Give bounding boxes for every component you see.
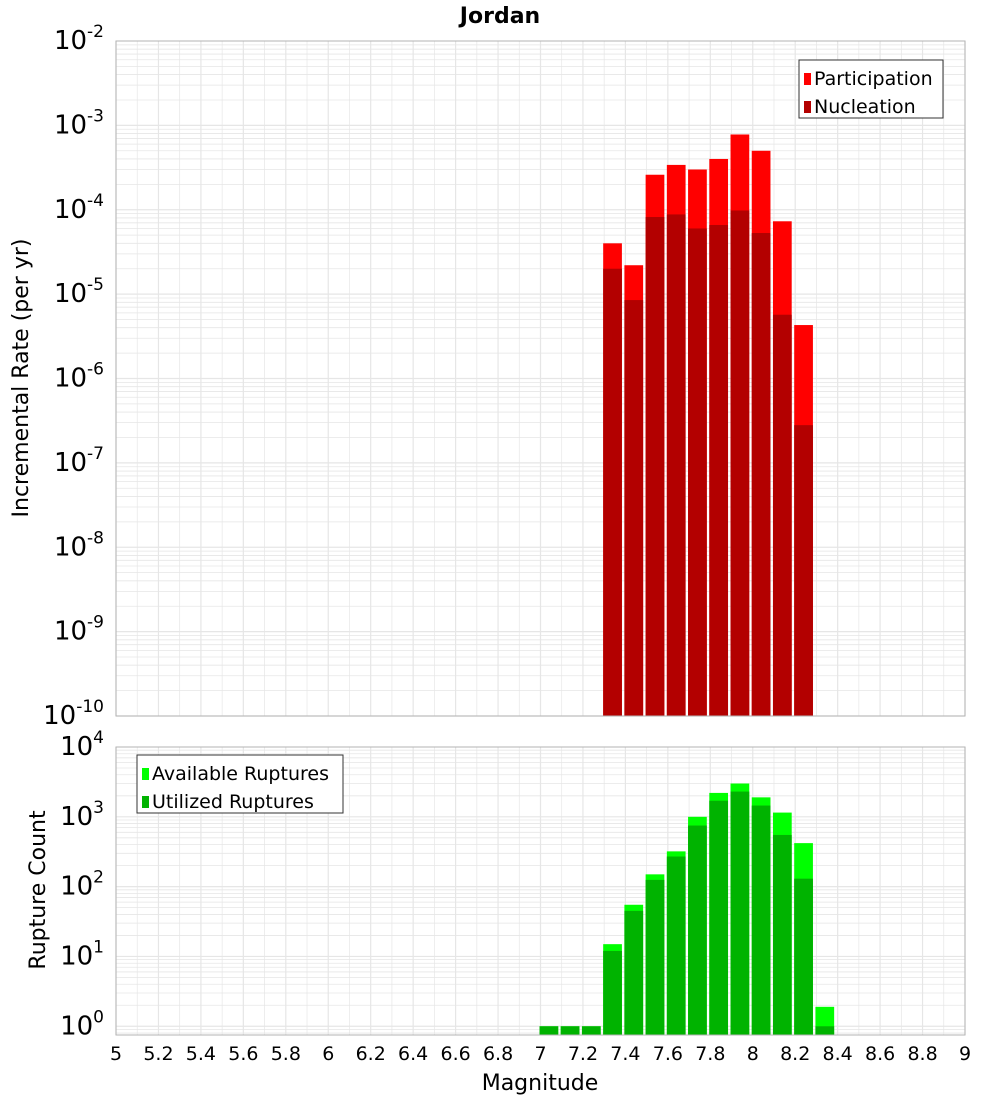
bottom-bar-secondary	[688, 825, 707, 1035]
bottom-legend: Available Ruptures Utilized Ruptures	[136, 754, 344, 814]
x-tick-label: 5	[110, 1043, 122, 1065]
top-bar-secondary	[603, 268, 622, 716]
bottom-legend-label: Utilized Ruptures	[152, 791, 314, 813]
top-bar-secondary	[794, 425, 813, 716]
bottom-y-tick-label: 100	[60, 1007, 104, 1041]
top-bar-secondary	[688, 228, 707, 716]
x-tick-label: 6	[322, 1043, 334, 1065]
bottom-legend-swatch	[142, 768, 149, 780]
top-legend-swatch	[804, 73, 811, 85]
bottom-bar-secondary	[581, 1026, 601, 1035]
top-legend-label: Nucleation	[814, 96, 916, 118]
x-tick-label: 8.8	[907, 1043, 937, 1065]
bottom-bar-secondary	[815, 1026, 835, 1035]
top-y-tick-label: 10-8	[54, 528, 104, 562]
top-bar-secondary	[624, 300, 644, 716]
bottom-bar-secondary	[730, 791, 750, 1035]
bottom-bar-secondary	[794, 878, 813, 1035]
bottom-bar-secondary	[645, 879, 665, 1035]
bottom-bar-secondary	[624, 910, 644, 1035]
chart-layer: 10-10 10-9 10-8 10-7 10-6 10-5 10-4 10-3 10-2 Par…	[43, 22, 971, 1065]
bottom-y-tick-label: 102	[60, 868, 104, 902]
top-legend-swatch	[804, 101, 811, 113]
x-tick-label: 7.2	[568, 1043, 598, 1065]
bottom-bar-secondary	[539, 1026, 559, 1035]
bottom-bar-secondary	[751, 805, 771, 1035]
top-legend-box	[798, 59, 944, 119]
top-grid	[115, 41, 966, 717]
bottom-bar-secondary	[666, 856, 686, 1035]
x-tick-label: 6.2	[356, 1043, 386, 1065]
chart-title: Jordan	[458, 4, 540, 29]
top-bar-secondary	[772, 314, 792, 716]
top-bar-secondary	[751, 233, 771, 716]
top-y-tick-label: 10-7	[54, 444, 104, 478]
top-bar-secondary	[730, 210, 750, 716]
top-bar-secondary	[666, 214, 686, 717]
x-tick-label: 8.6	[865, 1043, 895, 1065]
bottom-legend-box	[136, 754, 344, 814]
top-y-tick-label: 10-3	[54, 106, 104, 140]
top-legend: Participation Nucleation	[798, 59, 944, 119]
x-tick-label: 5.4	[186, 1043, 216, 1065]
x-tick-label: 5.8	[271, 1043, 301, 1065]
x-tick-label: 9	[959, 1043, 971, 1065]
bottom-series-1	[539, 791, 835, 1035]
top-legend-label: Participation	[814, 68, 933, 90]
top-y-tick-label: 10-6	[54, 360, 104, 394]
x-tick-label: 7.4	[610, 1043, 640, 1065]
top-series-1	[603, 210, 813, 717]
top-y-tick-label: 10-9	[54, 613, 104, 647]
x-tick-label: 7	[534, 1043, 546, 1065]
x-tick-label: 6.8	[483, 1043, 513, 1065]
bottom-plot-frame	[115, 746, 966, 1036]
top-y-axis-label: Incremental Rate (per yr)	[9, 239, 34, 518]
top-bar-secondary	[709, 224, 729, 716]
bottom-y-tick-label: 101	[60, 937, 104, 971]
x-tick-label: 8	[747, 1043, 759, 1065]
top-plot-frame	[115, 40, 966, 717]
x-tick-label: 8.2	[780, 1043, 810, 1065]
bottom-legend-swatch	[142, 796, 149, 808]
bottom-y-tick-label: 104	[60, 728, 104, 762]
x-tick-label: 5.2	[143, 1043, 173, 1065]
top-y-tick-label: 10-2	[54, 22, 104, 56]
x-tick-label: 7.6	[653, 1043, 683, 1065]
x-tick-label: 6.4	[398, 1043, 428, 1065]
bottom-y-tick-label: 103	[60, 798, 104, 832]
top-y-tick-label: 10-4	[54, 191, 104, 225]
top-y-tick-label: 10-10	[43, 697, 104, 731]
bottom-y-axis-label: Rupture Count	[26, 810, 51, 970]
x-tick-labels: 5 5.2 5.4 5.6 5.8 6 6.2 6.4 6.6 6.8 7 7.2 7.4 7.6 7.8 8…	[110, 1043, 971, 1065]
bottom-legend-label: Available Ruptures	[152, 763, 329, 785]
x-tick-label: 6.6	[440, 1043, 470, 1065]
x-tick-label: 5.6	[228, 1043, 258, 1065]
bottom-bar-secondary	[603, 950, 622, 1035]
x-tick-label: 8.4	[823, 1043, 853, 1065]
x-tick-label: 7.8	[695, 1043, 725, 1065]
x-axis-label: Magnitude	[482, 1071, 599, 1096]
bottom-bar-secondary	[709, 800, 729, 1035]
top-y-tick-label: 10-5	[54, 275, 104, 309]
top-bar-secondary	[645, 217, 665, 716]
bottom-bar-secondary	[560, 1026, 580, 1035]
bottom-bar-secondary	[772, 834, 792, 1035]
